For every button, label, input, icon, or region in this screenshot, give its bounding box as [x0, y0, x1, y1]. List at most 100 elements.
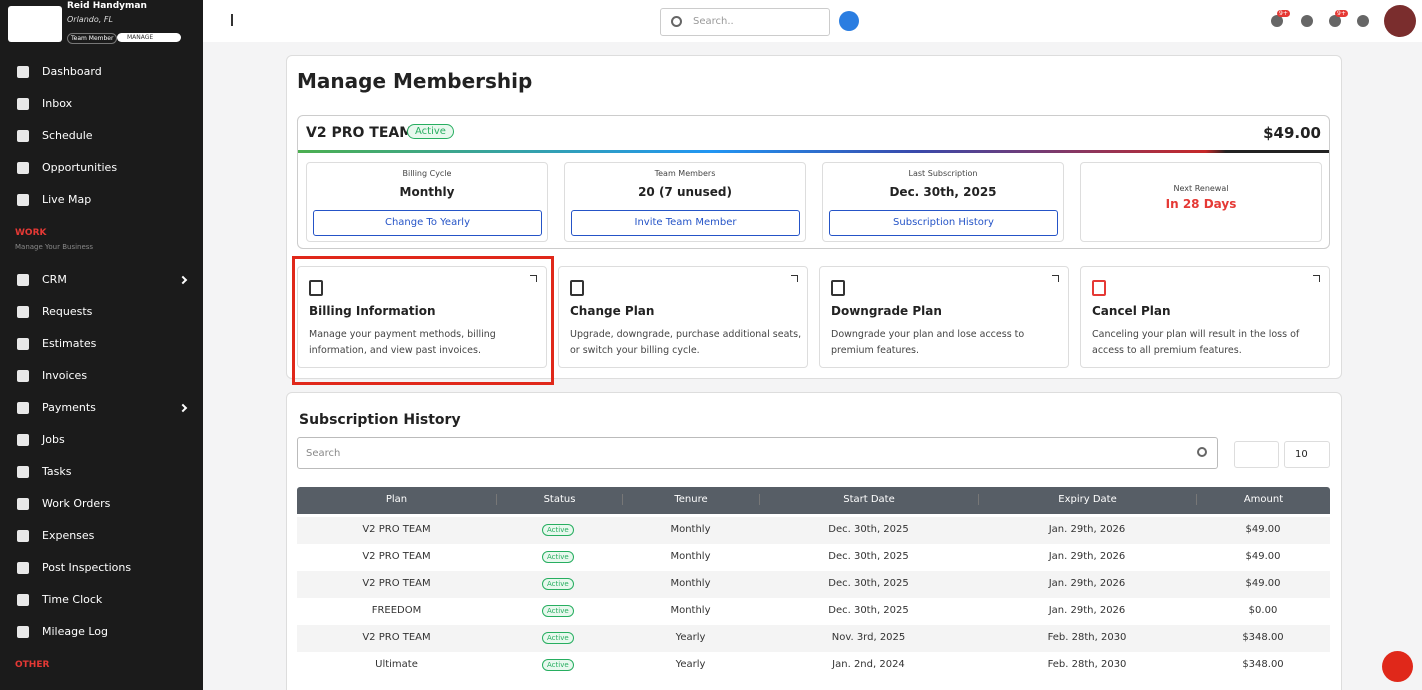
action-description: Upgrade, downgrade, purchase additional … — [570, 329, 802, 356]
corner-icon — [791, 275, 798, 282]
add-button[interactable] — [839, 11, 859, 31]
top-icon[interactable] — [1357, 15, 1369, 27]
table-cell: Jan. 29th, 2026 — [1048, 524, 1126, 535]
nav-item[interactable]: Expenses — [42, 529, 95, 542]
page-size-select[interactable]: 10 — [1284, 441, 1330, 468]
logo — [8, 6, 62, 42]
highlight — [292, 256, 554, 385]
section-subtitle: Manage Your Business — [15, 243, 94, 251]
nav-item[interactable]: Live Map — [42, 193, 92, 206]
nav-icon — [17, 530, 29, 542]
column-header: Tenure — [622, 494, 759, 505]
column-header: Expiry Date — [978, 494, 1196, 505]
table-cell: $0.00 — [1248, 605, 1278, 616]
table-search[interactable]: Search — [297, 437, 1218, 469]
top-icon[interactable] — [1271, 15, 1283, 27]
nav-item[interactable]: Requests — [42, 305, 93, 318]
membership-card: Manage Membership V2 PRO TEAM Active $49.00… — [286, 55, 1342, 385]
status-pill: Active — [542, 551, 574, 563]
corner-icon — [1052, 275, 1059, 282]
action-card[interactable]: Downgrade Plan Downgrade your plan and lo… — [819, 266, 1069, 368]
search-icon — [1197, 447, 1207, 457]
status-pill: Active — [407, 124, 454, 139]
chevron — [178, 275, 188, 285]
table-row: V2 PRO TEAM Active Monthly Dec. 30th, 2025 J… — [297, 571, 1330, 598]
action-title: Billing Information — [309, 304, 436, 318]
nav-item[interactable]: CRM — [42, 273, 67, 286]
table-cell: Jan. 2nd, 2024 — [832, 659, 905, 670]
nav-icon — [17, 466, 29, 478]
nav-item[interactable]: Time Clock — [42, 593, 103, 606]
stat-value: 20 (7 unused) — [638, 185, 732, 199]
nav-item[interactable]: Dashboard — [42, 65, 102, 78]
avatar[interactable] — [1384, 5, 1416, 37]
nav-item[interactable]: Schedule — [42, 129, 93, 142]
nav-item[interactable]: Post Inspections — [42, 561, 132, 574]
stat-label: Last Subscription — [908, 169, 978, 178]
column-header: Plan — [385, 494, 408, 505]
top-icon[interactable] — [1329, 15, 1341, 27]
nav-item[interactable]: Invoices — [42, 369, 88, 382]
nav-icon — [17, 98, 29, 110]
table-cell: Ultimate — [375, 659, 418, 670]
table-cell: V2 PRO TEAM — [362, 578, 431, 589]
manage-button[interactable]: MANAGE — [117, 33, 181, 42]
action-title: Cancel Plan — [1092, 304, 1171, 318]
table-cell: $49.00 — [1245, 524, 1281, 535]
action-card[interactable]: Cancel Plan Canceling your plan will resu… — [1080, 266, 1330, 368]
badge: 9+ — [1277, 10, 1290, 17]
table-cell: Jan. 29th, 2026 — [1048, 551, 1126, 562]
stat-button[interactable]: Change To Yearly — [313, 210, 542, 236]
search-icon — [671, 16, 682, 27]
table-cell: Monthly — [670, 524, 711, 535]
nav-icon — [17, 130, 29, 142]
search-placeholder: Search — [306, 448, 341, 459]
table-cell: Dec. 30th, 2025 — [828, 524, 909, 535]
table-cell: $49.00 — [1245, 578, 1281, 589]
nav-icon — [17, 498, 29, 510]
action-card[interactable]: Change Plan Upgrade, downgrade, purchase … — [558, 266, 808, 368]
stat-value: Dec. 30th, 2025 — [889, 185, 997, 199]
search-box[interactable]: Search.. — [660, 8, 830, 36]
collapse-button[interactable] — [231, 14, 243, 26]
page-title: Manage Membership — [297, 69, 533, 93]
nav-item[interactable]: Estimates — [42, 337, 97, 350]
table-row: Ultimate Active Yearly Jan. 2nd, 2024 Feb. 2… — [297, 652, 1330, 679]
nav-icon — [17, 194, 29, 206]
action-card[interactable]: Billing Information Manage your payment m… — [297, 266, 547, 368]
nav-item[interactable]: Opportunities — [42, 161, 118, 174]
column-header: Start Date — [759, 494, 978, 505]
location: Orlando, FL — [67, 15, 113, 24]
sidebar: Reid Handyman Orlando, FL Team Member MANAG… — [0, 0, 203, 690]
status-pill: Active — [542, 578, 574, 590]
nav-item[interactable]: Work Orders — [42, 497, 111, 510]
nav-item[interactable]: Inbox — [42, 97, 73, 110]
table-cell: Dec. 30th, 2025 — [828, 605, 909, 616]
plan-box: V2 PRO TEAM Active $49.00 Billing Cycle Mont… — [297, 115, 1330, 249]
top-icon[interactable] — [1301, 15, 1313, 27]
stat-box: Next Renewal In 28 Days — [1080, 162, 1322, 242]
table-cell: V2 PRO TEAM — [362, 632, 431, 643]
stat-box: Last Subscription Dec. 30th, 2025 Subscrip… — [822, 162, 1064, 242]
action-icon — [831, 280, 845, 296]
topbar: Search.. 9+ 9+ — [203, 0, 1422, 42]
stat-label: Next Renewal — [1173, 184, 1229, 193]
stat-button[interactable]: Subscription History — [829, 210, 1058, 236]
plan-name: V2 PRO TEAM — [306, 125, 414, 141]
stat-box: Team Members 20 (7 unused) Invite Team Mem… — [564, 162, 806, 242]
table-row: V2 PRO TEAM Active Yearly Nov. 3rd, 2025 Feb… — [297, 625, 1330, 652]
table-cell: Feb. 28th, 2030 — [1047, 632, 1127, 643]
nav-item[interactable]: Mileage Log — [42, 625, 109, 638]
company-name: Reid Handyman — [67, 1, 147, 11]
chat-button[interactable] — [1382, 651, 1413, 682]
nav-item[interactable]: Tasks — [42, 465, 72, 478]
nav-item[interactable]: Jobs — [42, 433, 65, 446]
columns-button[interactable] — [1234, 441, 1279, 468]
table-cell: V2 PRO TEAM — [362, 551, 431, 562]
table-row: V2 PRO TEAM Active Monthly Dec. 30th, 2025 J… — [297, 544, 1330, 571]
nav-icon — [17, 594, 29, 606]
stat-button[interactable]: Invite Team Member — [571, 210, 800, 236]
section-label: WORK — [15, 228, 47, 238]
nav-item[interactable]: Payments — [42, 401, 96, 414]
